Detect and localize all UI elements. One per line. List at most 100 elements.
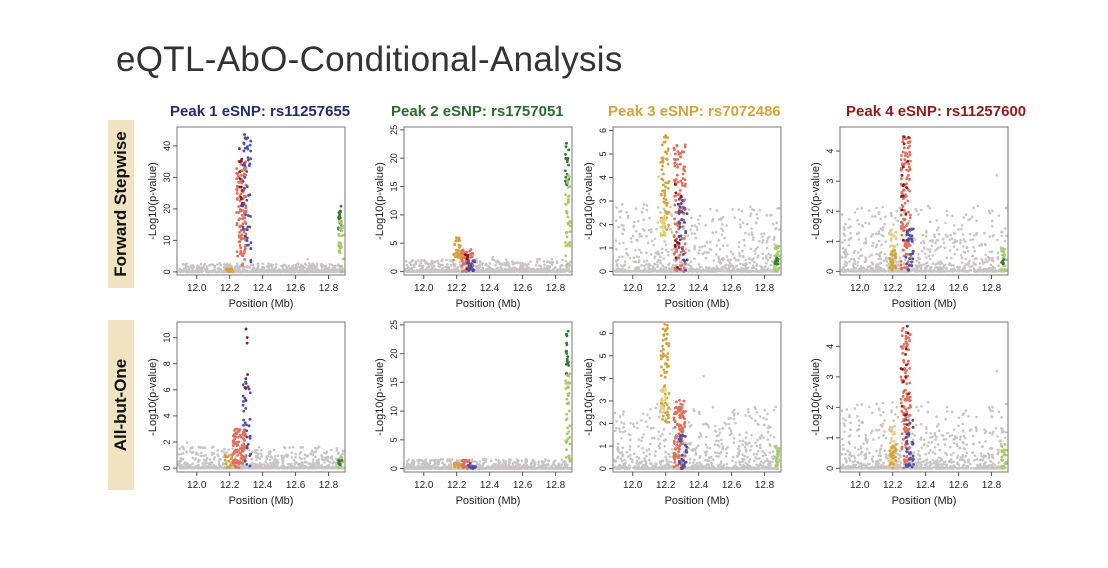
- snp-point: [737, 258, 740, 262]
- snp-point: [860, 254, 864, 257]
- snp-point: [632, 256, 636, 260]
- snp-point: [930, 270, 933, 273]
- snp-point: [978, 262, 982, 265]
- x-tick-label: 12.4: [480, 283, 500, 294]
- snp-point: [769, 263, 773, 267]
- snp-point: [698, 246, 702, 249]
- snp-point-red: [673, 157, 676, 161]
- snp-point: [440, 259, 443, 263]
- snp-point: [618, 242, 621, 245]
- snp-point: [199, 451, 203, 455]
- snp-point: [662, 257, 665, 260]
- snp-point: [182, 268, 186, 271]
- snp-point: [516, 261, 519, 265]
- snp-point: [738, 240, 741, 244]
- snp-point: [720, 233, 724, 236]
- y-axis-label: -Log10(p-value): [810, 162, 822, 240]
- snp-point: [634, 249, 637, 252]
- snp-point: [884, 258, 888, 262]
- snp-point: [719, 262, 723, 265]
- snp-point: [546, 269, 550, 273]
- snp-point: [874, 215, 877, 218]
- snp-point: [634, 267, 637, 271]
- snp-point-blue: [677, 197, 681, 201]
- snp-point: [305, 267, 309, 271]
- snp-point: [192, 265, 195, 269]
- snp-point: [324, 265, 327, 269]
- snp-point-red: [673, 178, 676, 182]
- snp-point-red: [679, 250, 683, 254]
- snp-point-red: [904, 151, 907, 155]
- snp-point: [697, 222, 701, 225]
- snp-point: [877, 211, 881, 214]
- snp-point: [670, 231, 674, 234]
- snp-point: [314, 455, 317, 459]
- snp-point-red: [239, 249, 243, 253]
- snp-point: [773, 237, 776, 240]
- snp-point: [715, 253, 718, 256]
- snp-point: [887, 262, 891, 266]
- snp-point: [974, 270, 978, 273]
- snp-point: [334, 463, 338, 466]
- snp-point-lightgreen: [777, 266, 781, 270]
- snp-point: [844, 248, 847, 252]
- snp-point: [727, 263, 731, 267]
- snp-point: [761, 257, 765, 260]
- snp-point: [877, 269, 881, 273]
- snp-point: [975, 219, 978, 223]
- snp-point: [883, 252, 886, 256]
- snp-point: [749, 247, 753, 251]
- snp-point: [254, 462, 257, 466]
- snp-point: [957, 228, 960, 231]
- snp-point: [277, 268, 281, 271]
- snp-point: [972, 245, 975, 249]
- snp-point-red: [460, 258, 464, 262]
- snp-point: [322, 270, 325, 273]
- snp-point: [840, 213, 844, 216]
- snp-point-lightgreen: [338, 251, 342, 255]
- snp-point: [711, 217, 715, 221]
- snp-point: [859, 265, 863, 268]
- snp-point-blue: [246, 156, 250, 160]
- snp-point: [288, 446, 291, 449]
- snp-point: [444, 258, 448, 262]
- snp-point-red: [678, 162, 682, 166]
- snp-point: [662, 265, 665, 268]
- snp-point: [694, 236, 698, 240]
- snp-point: [995, 174, 999, 177]
- snp-point: [259, 452, 263, 456]
- snp-point: [508, 265, 511, 268]
- snp-point: [852, 263, 855, 267]
- snp-point: [699, 270, 702, 273]
- snp-point: [967, 218, 970, 222]
- snp-point: [896, 219, 900, 223]
- snp-point: [848, 260, 851, 263]
- snp-point-red: [683, 198, 686, 202]
- snp-point: [623, 260, 627, 263]
- snp-point: [743, 244, 746, 247]
- snp-point: [939, 270, 942, 273]
- snp-point: [843, 239, 847, 242]
- snp-point: [320, 454, 323, 457]
- snp-point: [966, 270, 970, 273]
- snp-point: [696, 218, 700, 222]
- snp-point-red: [240, 213, 244, 217]
- snp-point: [841, 247, 845, 250]
- snp-point: [203, 262, 207, 266]
- snp-point: [877, 239, 881, 243]
- snp-point: [223, 448, 226, 451]
- snp-point: [884, 240, 888, 243]
- snp-point: [978, 269, 982, 273]
- snp-point: [928, 220, 932, 224]
- snp-point: [744, 258, 747, 262]
- snp-point: [241, 268, 245, 271]
- snp-point-darkred: [240, 189, 244, 192]
- snp-point-red: [673, 164, 677, 168]
- y-tick-label: 3: [825, 179, 835, 184]
- snp-point: [280, 454, 283, 457]
- snp-point: [268, 458, 272, 462]
- snp-point-blue: [245, 185, 249, 189]
- snp-point: [545, 265, 549, 269]
- snp-point: [213, 268, 217, 272]
- snp-point: [277, 270, 281, 274]
